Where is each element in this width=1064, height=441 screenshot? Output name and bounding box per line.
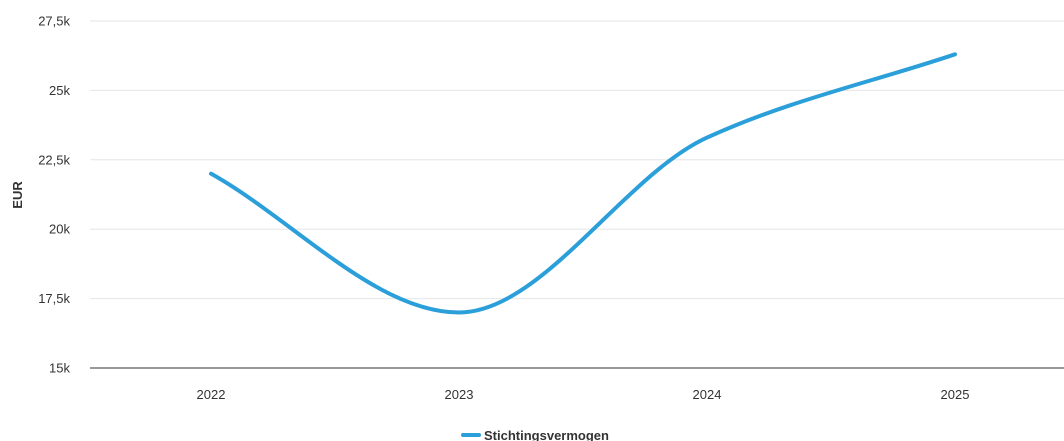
x-axis-ticks: 2022 2023 2024 2025 [197,387,970,402]
series-lines [209,52,957,315]
y-tick-label: 27,5k [38,14,70,29]
x-tick-label: 2022 [197,387,226,402]
series-line[interactable] [209,52,957,315]
y-tick-label: 25k [49,83,70,98]
y-tick-label: 17,5k [38,291,70,306]
y-axis-title: EUR [10,181,25,209]
x-tick-label: 2023 [445,387,474,402]
y-tick-label: 15k [49,361,70,376]
gridlines [90,20,1064,300]
x-tick-label: 2025 [941,387,970,402]
legend-label: Stichtingsvermogen [484,428,609,441]
x-tick-label: 2024 [693,387,722,402]
legend[interactable]: Stichtingsvermogen [461,428,609,441]
legend-item[interactable]: Stichtingsvermogen [461,428,609,441]
y-tick-label: 22,5k [38,152,70,167]
y-tick-label: 20k [49,222,70,237]
y-axis-ticks: 15k 17,5k 20k 22,5k 25k 27,5k [38,14,70,376]
